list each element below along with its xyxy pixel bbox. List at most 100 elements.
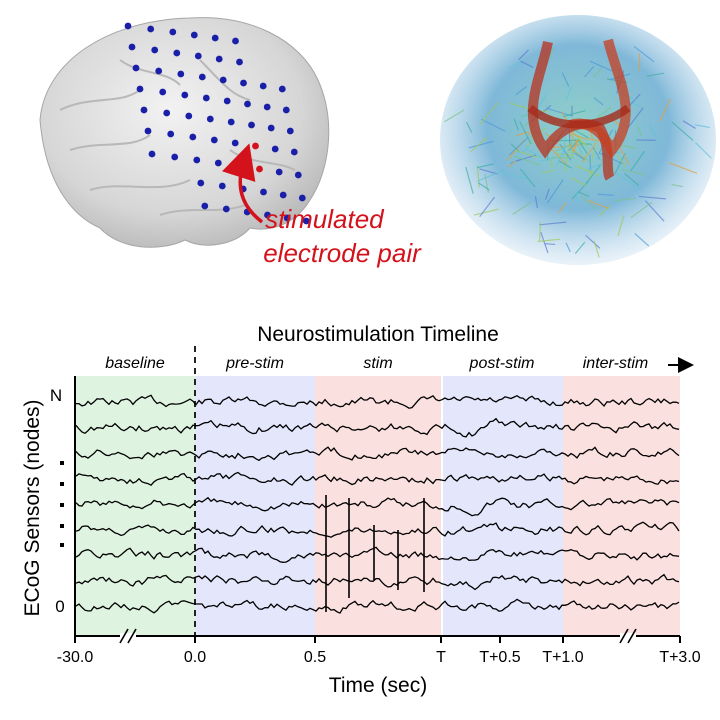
fiber-tract	[671, 121, 694, 141]
fiber-tract	[646, 72, 665, 77]
electrode	[298, 194, 306, 202]
electrode	[286, 127, 294, 135]
fiber-tract	[630, 201, 653, 218]
electrode	[214, 159, 222, 167]
electrode	[169, 28, 177, 36]
electrode	[275, 168, 283, 176]
fiber-tract	[644, 200, 665, 222]
fiber-tract	[525, 148, 543, 158]
fiber-tract	[617, 215, 625, 237]
fiber-tract	[573, 152, 585, 160]
electrode	[193, 156, 201, 164]
fiber-tract	[550, 158, 553, 169]
electrode	[147, 25, 155, 33]
electrode	[264, 211, 271, 219]
fiber-tract	[570, 149, 592, 163]
fiber-tract	[586, 164, 602, 184]
x-tick-label: T+1.0	[542, 649, 583, 666]
fiber-tract	[512, 202, 531, 215]
fiber-tract	[476, 163, 494, 169]
y-axis-label: ECoG Sensors (nodes)	[21, 399, 44, 616]
fiber-tract	[659, 98, 672, 122]
annotation-arrow	[222, 143, 264, 224]
fiber-tract	[633, 45, 655, 63]
fiber-tract	[444, 109, 465, 123]
electrode	[140, 106, 148, 114]
axis-break-mark	[627, 628, 637, 644]
phase-label-baseline: baseline	[105, 355, 165, 372]
electrode	[181, 91, 189, 99]
fiber-tract	[465, 166, 474, 194]
electrode	[267, 124, 275, 132]
electrode	[278, 85, 286, 93]
fiber-tract	[587, 162, 606, 170]
fiber-tract	[614, 152, 626, 175]
fiber-tract	[580, 195, 598, 211]
fiber-tract	[539, 221, 567, 226]
fiber-tract	[577, 139, 588, 154]
fiber-tract	[571, 181, 589, 200]
fiber-tract	[694, 142, 712, 159]
x-tick-label: T	[436, 649, 446, 666]
fiber-tract	[507, 160, 517, 168]
electrode	[211, 34, 219, 42]
fiber-tract	[537, 238, 561, 243]
electrode	[185, 112, 193, 120]
fiber-tract	[597, 193, 614, 196]
fiber-tract	[589, 60, 613, 72]
fiber-tract	[682, 120, 696, 129]
electrode	[124, 22, 132, 30]
stimulation-artifacts	[325, 495, 425, 612]
fiber-tract	[638, 195, 666, 200]
electrode	[215, 55, 223, 63]
tractography-image	[440, 15, 716, 265]
brain-surface	[39, 17, 330, 248]
x-ticks: -30.0 0.0 0.5 T T+0.5 T+1.0 T+3.0	[57, 636, 701, 666]
electrode	[302, 217, 310, 225]
electrode	[159, 88, 167, 96]
fiber-tract	[562, 110, 586, 118]
fiber-tract	[572, 139, 579, 154]
brain-sulci	[59, 59, 296, 216]
fiber-tract	[597, 106, 612, 119]
fiber-tract	[570, 177, 586, 186]
fiber-tract	[580, 142, 592, 145]
ecog-trace	[75, 521, 680, 538]
fiber-tract	[473, 208, 499, 216]
electrode	[210, 136, 218, 144]
fiber-tract	[546, 107, 573, 117]
electrode	[206, 115, 214, 123]
electrode	[248, 121, 255, 129]
axis-break-mark	[119, 628, 129, 644]
fiber-tract	[592, 147, 601, 160]
electrode	[155, 67, 163, 75]
electrode	[148, 150, 156, 158]
fiber-tract	[568, 142, 577, 152]
fiber-tract	[479, 168, 498, 175]
fiber-tract	[618, 145, 630, 165]
fiber-tract	[565, 86, 573, 101]
fiber-tract	[509, 102, 530, 110]
phase-band-inter-stim	[563, 376, 680, 635]
electrode	[163, 109, 171, 117]
fiber-tract	[627, 107, 644, 129]
fiber-tract	[502, 172, 527, 180]
fiber-tract	[668, 162, 698, 174]
ecog-trace	[75, 573, 680, 591]
electrode	[198, 73, 206, 81]
electrode	[263, 103, 271, 111]
ecog-trace	[75, 496, 680, 517]
fiber-tract	[634, 232, 650, 247]
fiber-tract	[614, 197, 636, 202]
timeline-title: Neurostimulation Timeline	[257, 323, 499, 346]
electrode	[259, 82, 267, 90]
electrode	[283, 214, 291, 222]
node-ellipsis	[60, 461, 64, 547]
fiber-tract	[558, 160, 572, 169]
ecog-trace	[75, 471, 680, 487]
phase-label-pre-stim: pre-stim	[225, 355, 284, 372]
phase-band-post-stim	[443, 376, 563, 635]
fiber-tract	[630, 150, 645, 172]
fiber-tract	[510, 143, 521, 153]
ecog-trace	[75, 394, 680, 409]
